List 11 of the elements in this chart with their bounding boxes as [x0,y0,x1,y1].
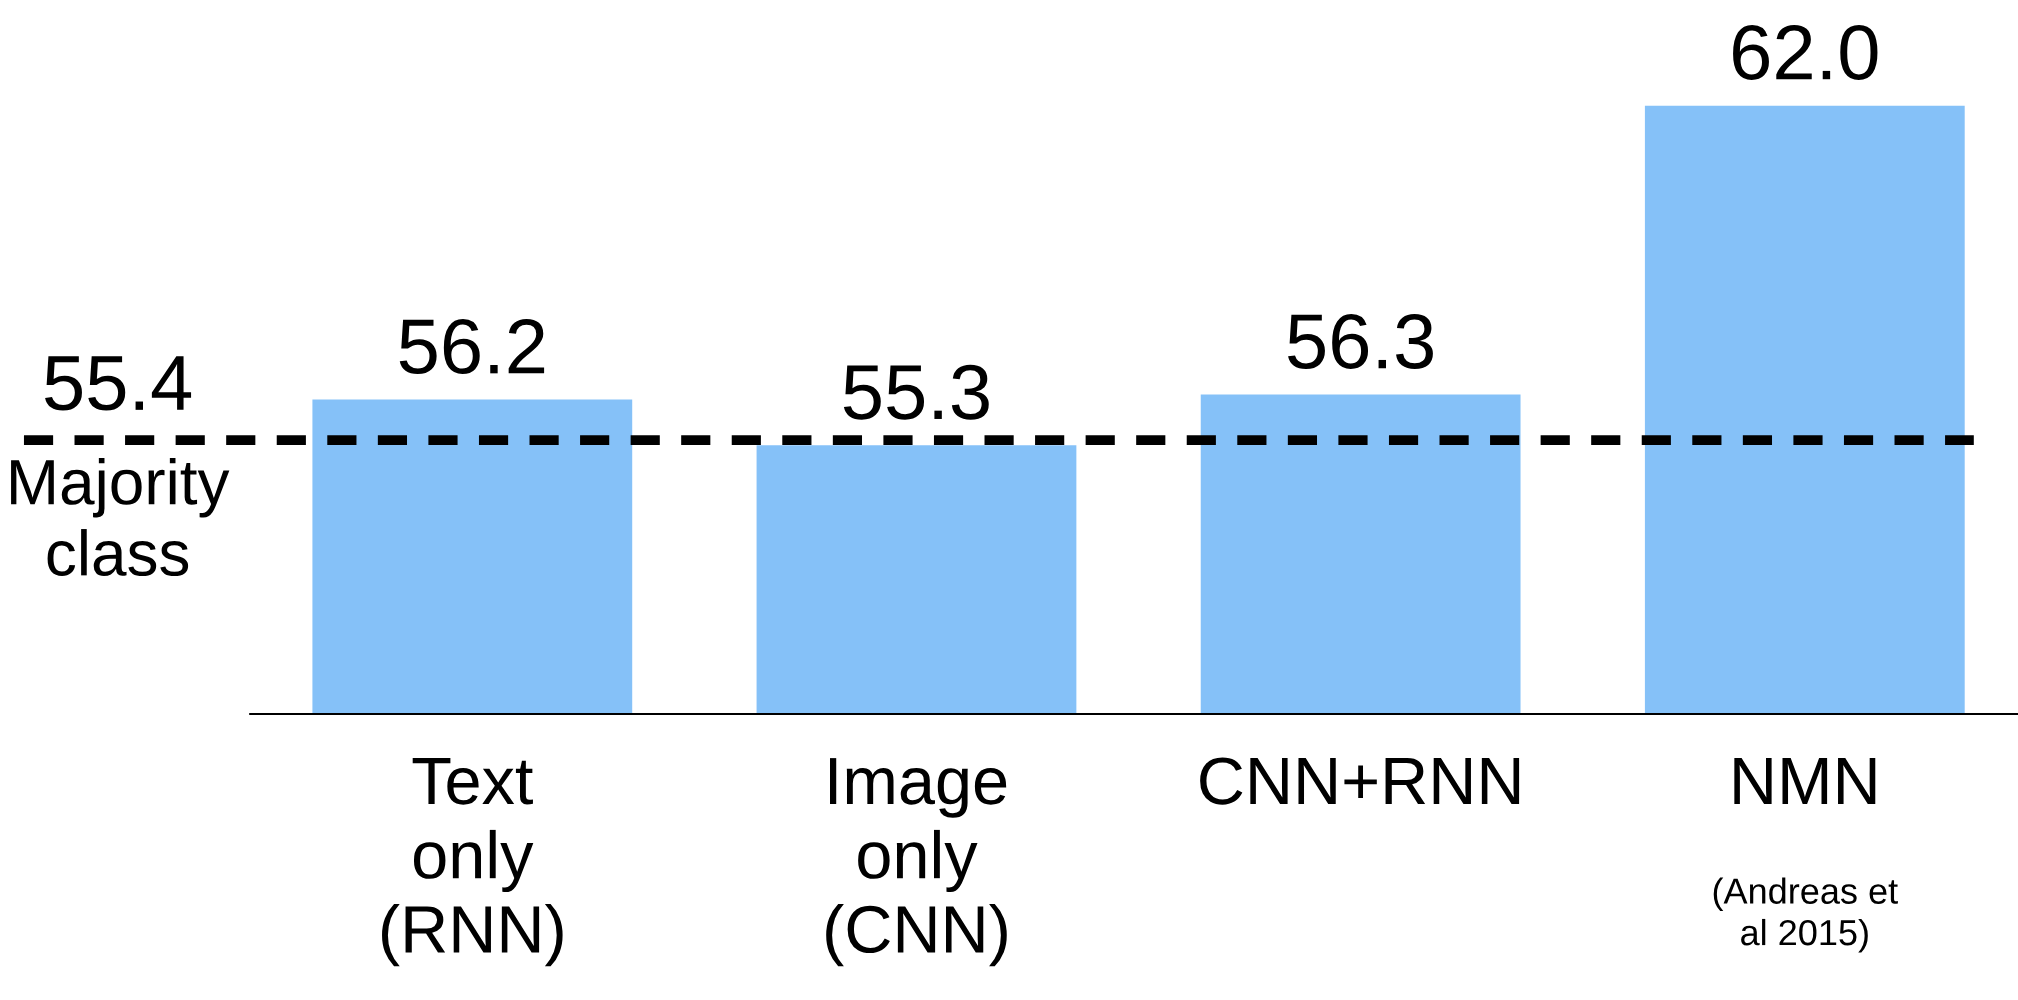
data-label: 56.3 [1288,313,1433,370]
x-tick-label: Image only (CNN) [826,758,1007,967]
x-tick-label: CNN+RNN [1200,757,1520,805]
ref-line-label: Majority class [11,457,230,576]
x-tick-label: Text only (RNN) [382,758,563,967]
text: (Andreas et al 2015) [1713,877,1898,953]
annotation: 55.4 [45,356,192,411]
data-label: 55.3 [843,364,989,420]
data-label: 56.2 [399,319,545,375]
data-label: 62.0 [1733,24,1878,80]
x-tick-label: NMN [1734,758,1876,804]
